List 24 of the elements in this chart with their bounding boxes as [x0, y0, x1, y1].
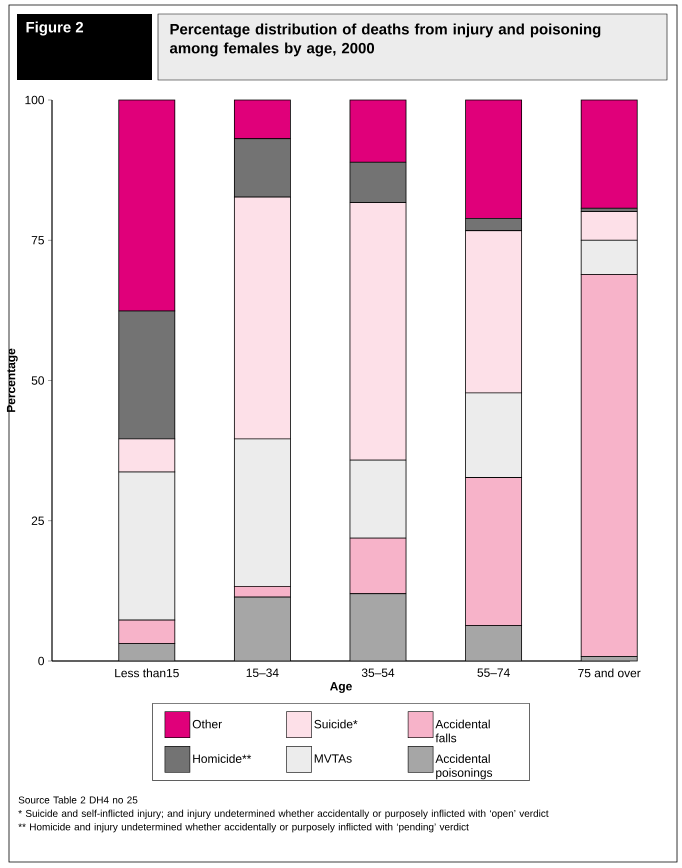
- x-tick-label: 35–54: [362, 668, 394, 677]
- y-tick-label: 100: [25, 96, 44, 104]
- bar: [580, 100, 638, 209]
- source-note: Source Table 2 DH4 no 25: [18, 796, 138, 804]
- legend-label: Suicide*: [314, 720, 358, 728]
- y-tick-label: 25: [32, 516, 44, 525]
- x-tick-label: Less than15: [115, 668, 179, 678]
- text: ** Homicide and injury undetermined whether accidentally or purposely inflicted with ‘pending’ verdict: [18, 823, 469, 832]
- x-tick-label: 55–74: [477, 668, 510, 677]
- legend-label: Other: [192, 720, 222, 728]
- y-axis-title: Percentage: [6, 348, 18, 412]
- legend-label: Homicide**: [193, 754, 252, 763]
- x-tick-label: 15–34: [246, 668, 279, 677]
- text: * Suicide and self-inflicted injury; and injury undetermined whether accidentally or purposely inflicted with ‘open’ verdict: [18, 810, 549, 819]
- x-tick-label: 75 and over: [578, 668, 641, 678]
- y-tick-label: 0: [38, 656, 44, 666]
- chart-title: Percentage distribution of deaths from injury and poisoning among females by age, 2000: [170, 24, 600, 56]
- y-tick-label: 50: [32, 376, 44, 385]
- caption: Figure 2: [26, 22, 84, 36]
- legend-label: Accidental falls: [435, 720, 490, 742]
- legend-label: Accidental poisonings: [435, 754, 492, 780]
- x-axis-title: Age: [330, 682, 352, 693]
- legend-label: MVTAs: [314, 754, 352, 763]
- y-tick-label: 75: [32, 236, 44, 244]
